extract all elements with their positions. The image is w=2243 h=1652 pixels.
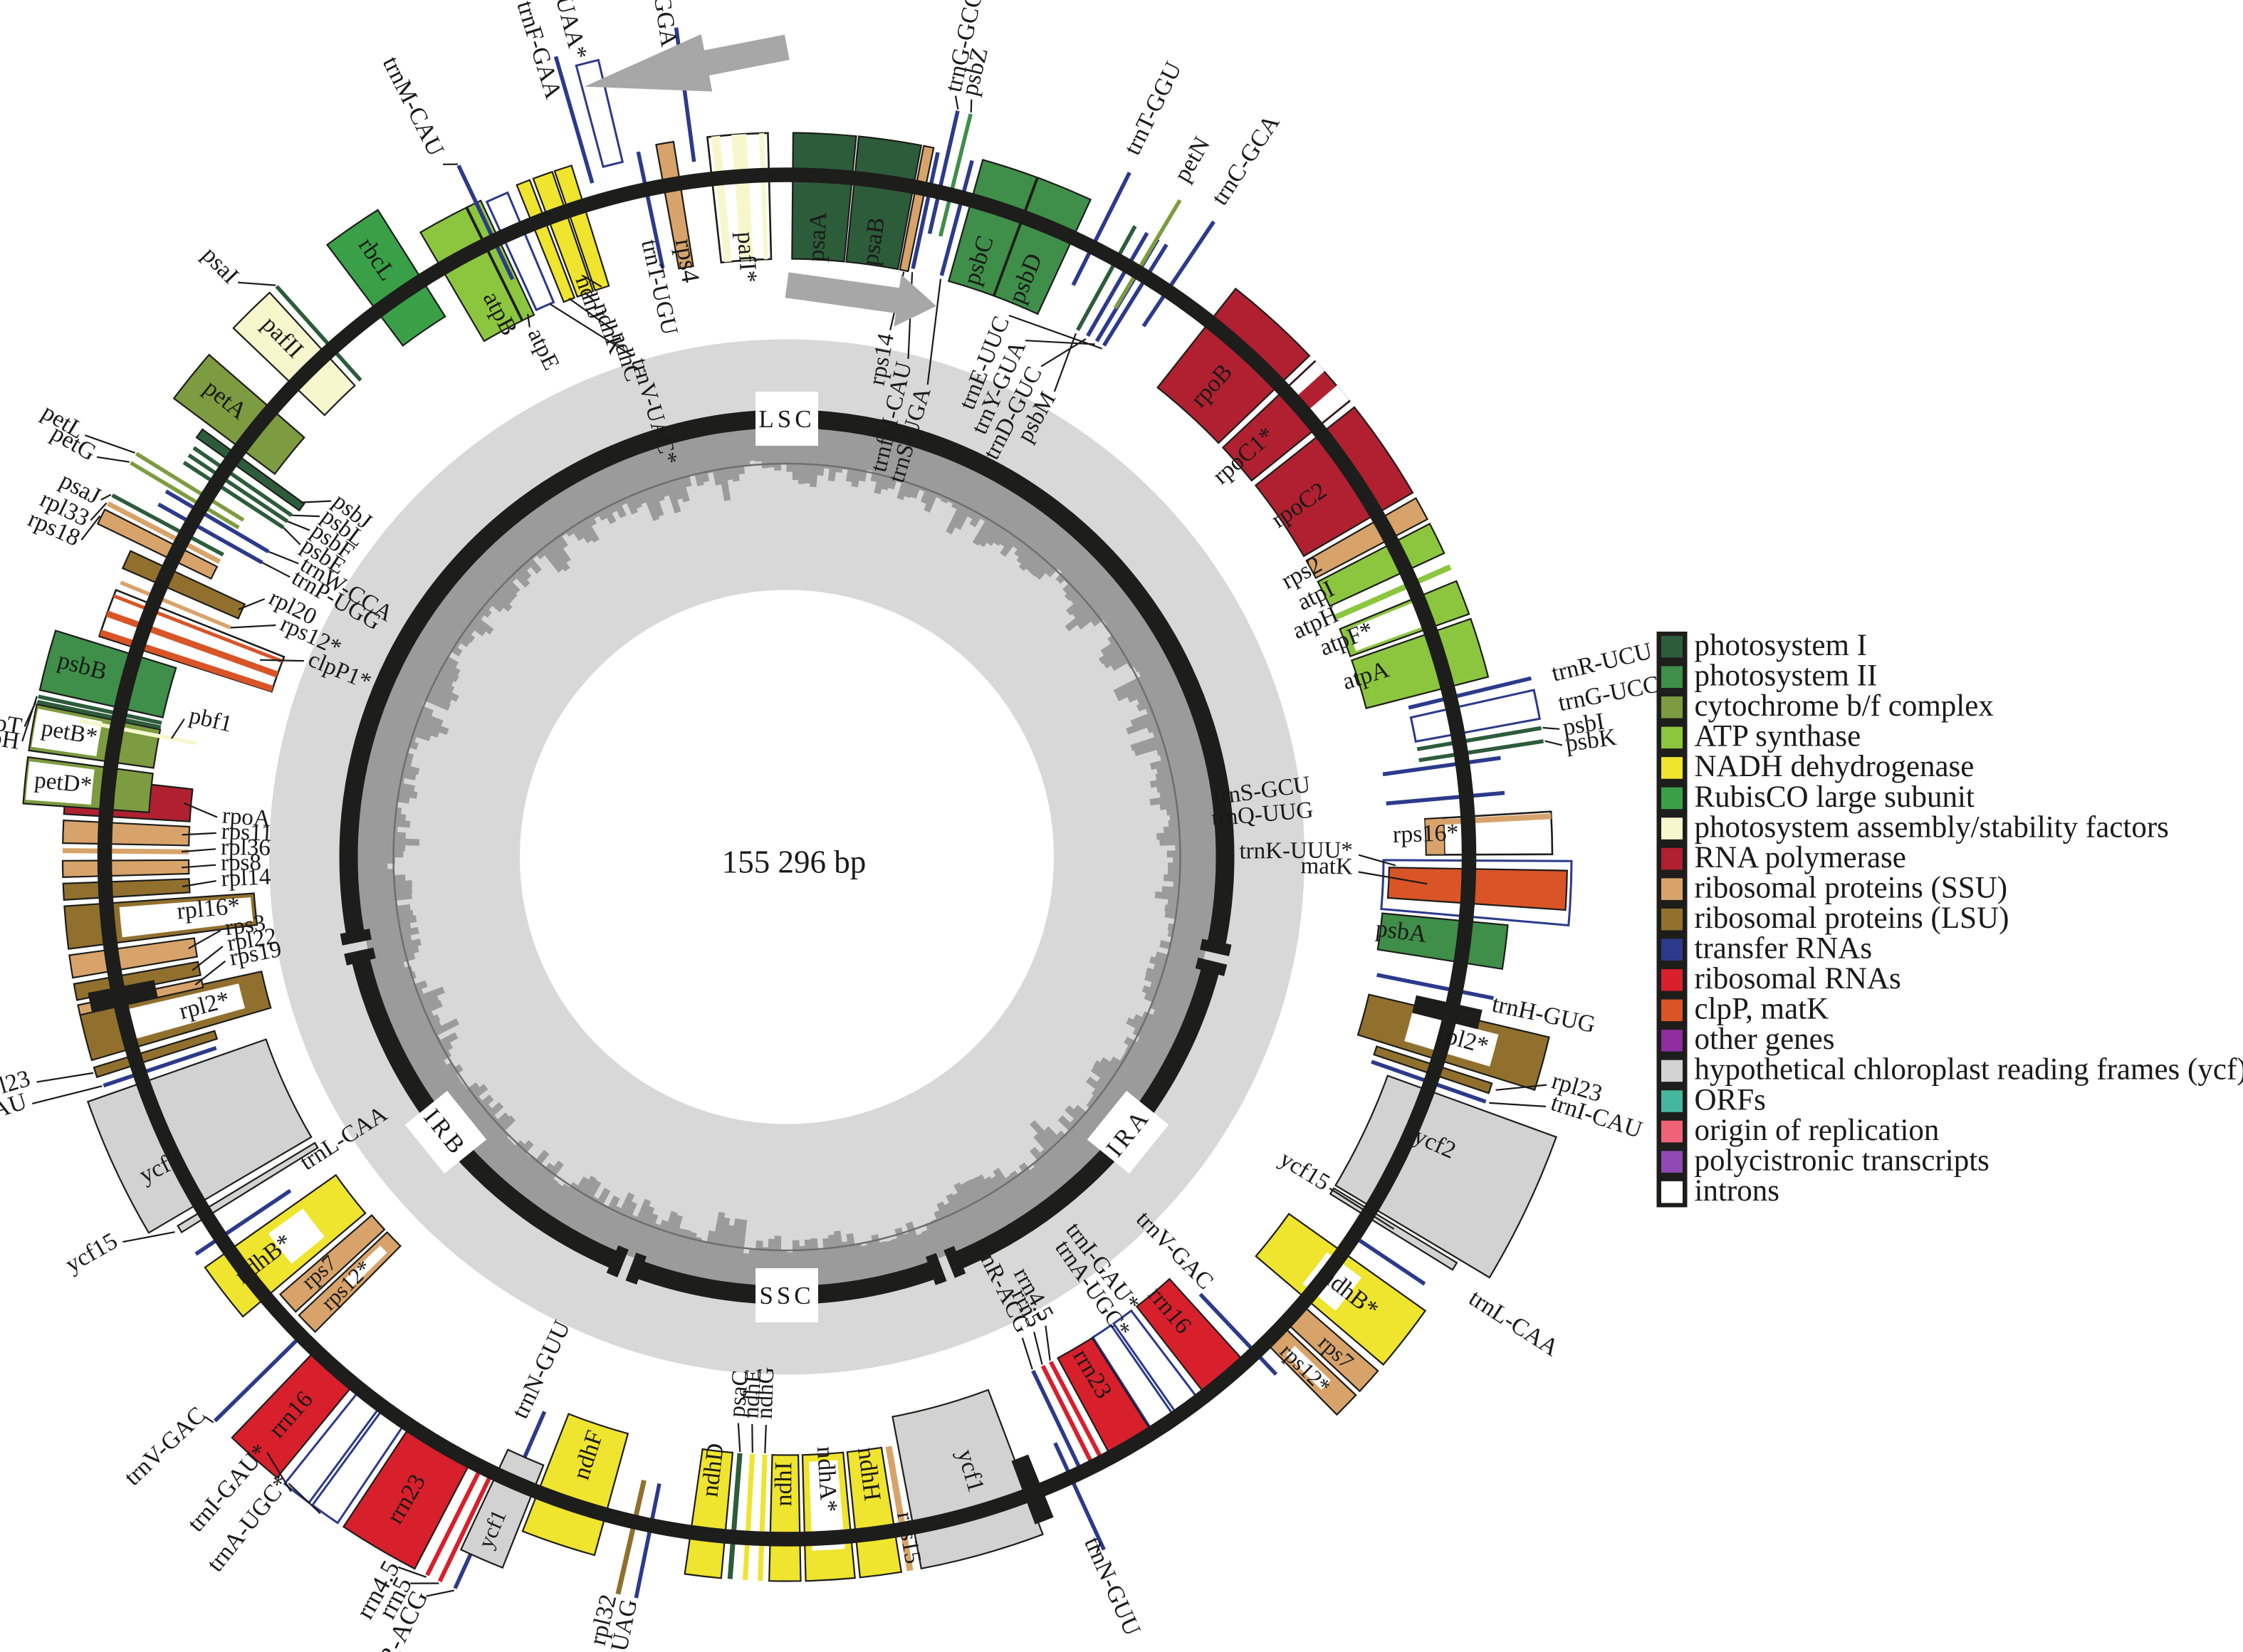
svg-text:ndhD: ndhD [696, 1442, 729, 1498]
svg-text:rpl14: rpl14 [221, 864, 271, 892]
svg-text:hypothetical chloroplast readi: hypothetical chloroplast reading frames … [1695, 1053, 2243, 1087]
svg-text:rpl16*: rpl16* [176, 893, 241, 925]
svg-text:psbA: psbA [1374, 915, 1428, 948]
svg-text:SSC: SSC [759, 1282, 814, 1309]
svg-text:NADH dehydrogenase: NADH dehydrogenase [1695, 750, 1975, 783]
svg-text:psaC: psaC [724, 1369, 754, 1418]
svg-text:rps8: rps8 [221, 849, 261, 876]
svg-text:rpl36: rpl36 [221, 835, 271, 861]
svg-text:rps16*: rps16* [1392, 820, 1459, 848]
svg-text:ORFs: ORFs [1695, 1083, 1766, 1117]
svg-text:rpoA: rpoA [221, 803, 271, 832]
svg-text:petD*: petD* [33, 768, 93, 799]
svg-text:ndhE: ndhE [738, 1368, 766, 1419]
svg-text:ribosomal proteins (LSU): ribosomal proteins (LSU) [1695, 901, 2009, 935]
svg-text:ribosomal proteins (SSU): ribosomal proteins (SSU) [1695, 871, 2008, 904]
svg-text:introns: introns [1695, 1174, 1779, 1208]
svg-text:psaA: psaA [803, 211, 832, 262]
svg-text:155 296 bp: 155 296 bp [722, 845, 867, 880]
svg-text:polycistronic transcripts: polycistronic transcripts [1695, 1144, 1990, 1177]
svg-text:cytochrome b/f complex: cytochrome b/f complex [1695, 689, 1994, 723]
svg-text:clpP, matK: clpP, matK [1695, 993, 1829, 1026]
svg-text:LSC: LSC [758, 405, 815, 433]
svg-text:origin of replication: origin of replication [1695, 1114, 1940, 1147]
svg-text:photosystem I: photosystem I [1695, 629, 1867, 662]
svg-text:transfer RNAs: transfer RNAs [1695, 932, 1873, 966]
svg-text:pafI*: pafI* [732, 231, 762, 283]
svg-text:ATP synthase: ATP synthase [1695, 720, 1861, 753]
svg-text:ndhG: ndhG [752, 1366, 780, 1420]
svg-text:rps11: rps11 [221, 819, 273, 847]
svg-text:RNA polymerase: RNA polymerase [1695, 841, 1906, 874]
svg-text:trnK-UUU*: trnK-UUU* [1239, 837, 1353, 864]
svg-text:RubisCO large subunit: RubisCO large subunit [1695, 780, 1975, 814]
svg-text:matK: matK [1300, 853, 1353, 880]
svg-text:ribosomal RNAs: ribosomal RNAs [1695, 962, 1901, 995]
svg-text:ndhI: ndhI [770, 1462, 797, 1506]
svg-text:ndhA*: ndhA* [812, 1446, 842, 1513]
svg-text:photosystem assembly/stability: photosystem assembly/stability factors [1695, 810, 2169, 844]
svg-text:rps3: rps3 [224, 910, 267, 941]
svg-text:photosystem II: photosystem II [1695, 659, 1878, 693]
svg-text:other genes: other genes [1695, 1023, 1835, 1056]
